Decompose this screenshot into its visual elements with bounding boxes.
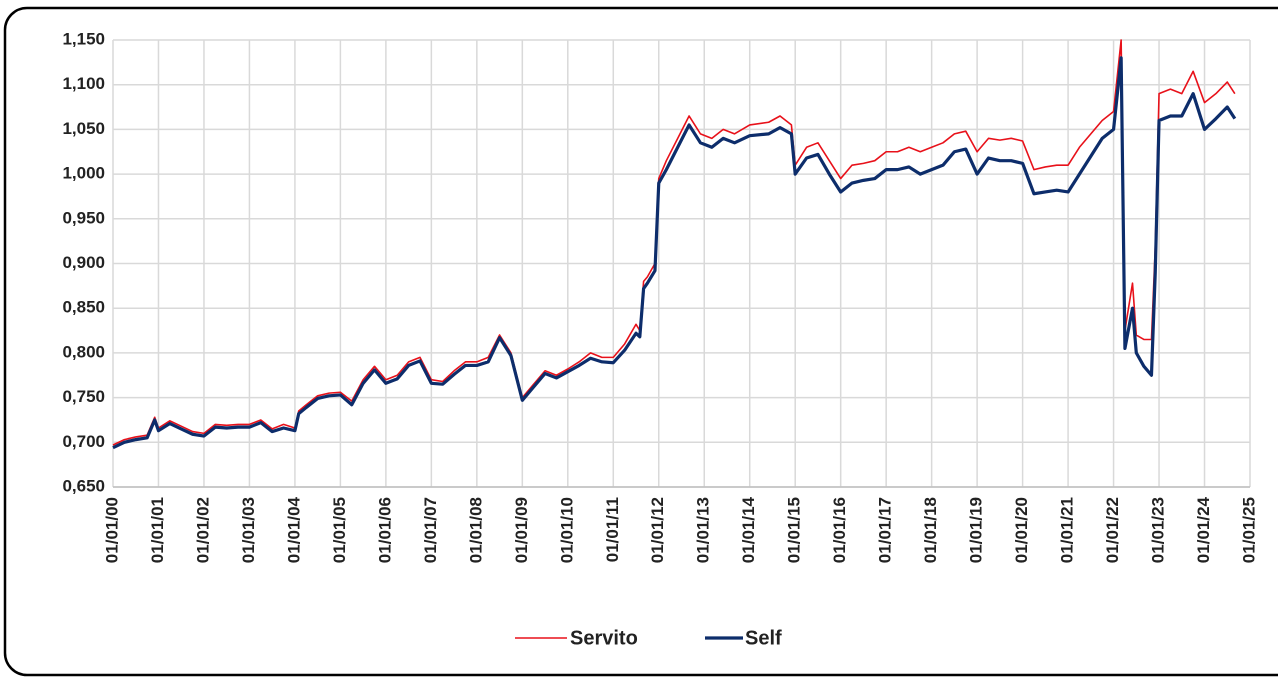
x-tick-label: 01/01/05 — [330, 497, 349, 563]
x-tick-label: 01/01/12 — [648, 497, 667, 563]
x-tick-label: 01/01/13 — [694, 497, 713, 563]
x-tick-label: 01/01/16 — [830, 497, 849, 563]
x-tick-label: 01/01/08 — [466, 497, 485, 563]
y-tick-label: 0,800 — [62, 342, 105, 361]
x-tick-label: 01/01/21 — [1058, 497, 1077, 563]
y-tick-label: 0,650 — [62, 476, 105, 495]
x-tick-label: 01/01/10 — [557, 497, 576, 563]
x-tick-label: 01/01/19 — [967, 497, 986, 563]
x-tick-label: 01/01/03 — [239, 497, 258, 563]
y-tick-label: 0,950 — [62, 208, 105, 227]
x-tick-label: 01/01/11 — [603, 497, 622, 562]
y-tick-label: 1,100 — [62, 74, 105, 93]
x-tick-label: 01/01/14 — [739, 496, 758, 563]
x-tick-label: 01/01/18 — [921, 497, 940, 563]
y-tick-label: 0,900 — [62, 253, 105, 272]
y-tick-label: 1,050 — [62, 119, 105, 138]
y-tick-label: 1,150 — [62, 29, 105, 48]
x-tick-label: 01/01/00 — [102, 497, 121, 563]
series-line — [112, 56, 1237, 450]
x-tick-label: 01/01/07 — [421, 497, 440, 563]
x-tick-label: 01/01/02 — [193, 497, 212, 563]
x-tick-label: 01/01/01 — [148, 497, 167, 563]
x-tick-label: 01/01/20 — [1012, 497, 1031, 563]
x-tick-label: 01/01/15 — [785, 497, 804, 563]
x-tick-label: 01/01/24 — [1194, 496, 1213, 563]
x-tick-label: 01/01/23 — [1149, 497, 1168, 563]
x-tick-label: 01/01/25 — [1239, 497, 1258, 563]
series-line — [112, 39, 1236, 446]
y-tick-label: 0,750 — [62, 387, 105, 406]
legend-label: Self — [745, 627, 782, 649]
x-tick-label: 01/01/06 — [375, 497, 394, 563]
chart-frame — [3, 6, 1278, 677]
y-tick-label: 0,700 — [62, 432, 105, 451]
x-tick-label: 01/01/04 — [284, 496, 303, 563]
x-tick-label: 01/01/22 — [1103, 497, 1122, 563]
y-tick-label: 0,850 — [62, 298, 105, 317]
y-tick-label: 1,000 — [62, 164, 105, 183]
x-tick-label: 01/01/17 — [876, 497, 895, 563]
x-tick-label: 01/01/09 — [512, 497, 531, 563]
legend-label: Servito — [570, 627, 638, 649]
